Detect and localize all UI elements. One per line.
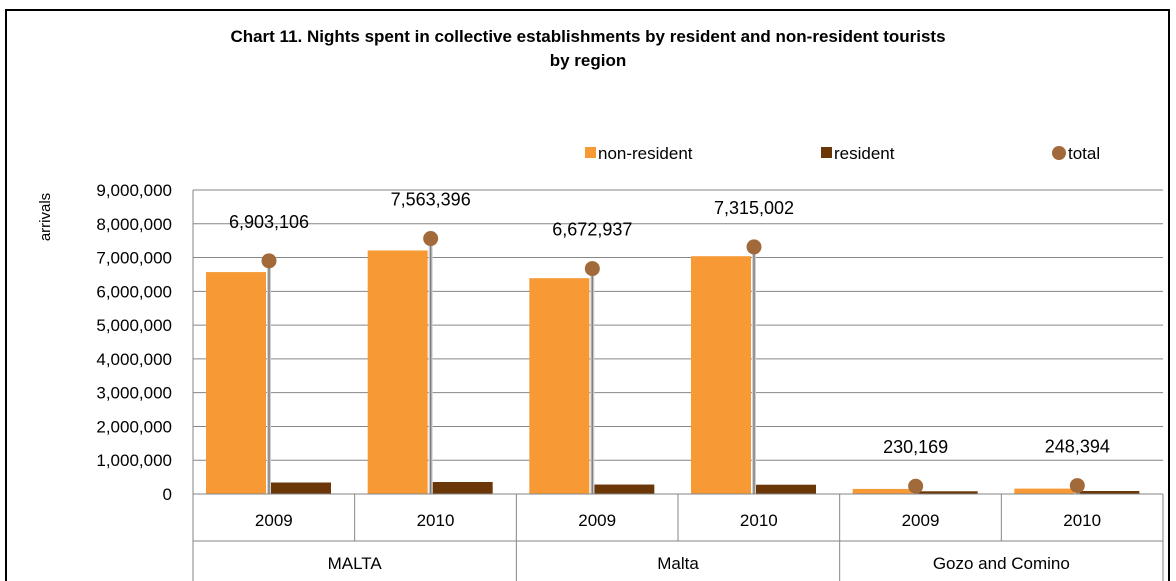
bar-non-resident	[1014, 488, 1075, 494]
gridlines	[193, 189, 1163, 461]
chart-title-line2: by region	[549, 51, 627, 70]
bar-resident	[917, 491, 978, 494]
y-axis: 0 1,000,000 2,000,000 3,000,000 4,000,000 5,0…	[37, 181, 194, 504]
x-tick-label: 2009	[255, 511, 293, 530]
bar-resident	[1079, 491, 1140, 494]
bar-non-resident	[852, 488, 913, 494]
total-markers: 6,903,106 7,563,396 6,672,937 7,315,002 230,…	[229, 190, 1110, 494]
total-data-label: 6,903,106	[229, 212, 309, 232]
legend-label-resident: resident	[834, 144, 895, 163]
bar-resident	[756, 484, 816, 494]
total-marker	[1069, 478, 1085, 494]
x-tick-label: 2010	[740, 511, 778, 530]
chart-title-line1: Chart 11. Nights spent in collective est…	[230, 27, 946, 46]
bars	[206, 250, 1140, 494]
total-data-label: 7,563,396	[391, 190, 471, 210]
bar-non-resident	[529, 278, 590, 494]
y-tick-label: 2,000,000	[96, 417, 172, 436]
y-tick-label: 0	[163, 485, 172, 504]
bar-resident	[594, 484, 655, 494]
legend-label-total: total	[1068, 144, 1100, 163]
y-axis-title: arrivals	[37, 193, 54, 241]
y-tick-label: 9,000,000	[96, 181, 172, 200]
total-marker	[261, 253, 277, 269]
x-axis: 2009 2010 2009 2010 2009 2010 MALTA Malta Gozo a…	[192, 493, 1164, 581]
group-label: Gozo and Comino	[933, 554, 1070, 573]
bar-non-resident	[691, 256, 751, 494]
total-marker	[908, 478, 924, 494]
x-tick-label: 2010	[417, 511, 455, 530]
bar-resident	[432, 482, 493, 494]
group-label: MALTA	[328, 554, 383, 573]
y-tick-label: 1,000,000	[96, 451, 172, 470]
x-tick-label: 2009	[902, 511, 940, 530]
y-tick-label: 3,000,000	[96, 384, 172, 403]
legend-swatch-resident	[821, 147, 832, 158]
y-tick-label: 5,000,000	[96, 316, 172, 335]
legend-swatch-non-resident	[585, 147, 596, 158]
legend: non-resident resident total	[585, 144, 1100, 163]
x-tick-label: 2010	[1063, 511, 1101, 530]
total-data-label: 230,169	[883, 437, 948, 457]
legend-swatch-total	[1052, 146, 1066, 160]
bar-non-resident	[367, 250, 428, 494]
bar-non-resident	[206, 272, 266, 494]
y-tick-label: 7,000,000	[96, 249, 172, 268]
total-marker	[423, 231, 439, 247]
bar-resident	[271, 482, 331, 494]
legend-label-non-resident: non-resident	[598, 144, 693, 163]
total-data-label: 248,394	[1045, 437, 1110, 457]
total-marker	[584, 261, 600, 277]
group-label: Malta	[657, 554, 699, 573]
total-data-label: 7,315,002	[714, 198, 794, 218]
y-tick-label: 8,000,000	[96, 215, 172, 234]
chart-title: Chart 11. Nights spent in collective est…	[0, 25, 1176, 73]
x-tick-label: 2009	[578, 511, 616, 530]
y-tick-label: 6,000,000	[96, 282, 172, 301]
total-data-label: 6,672,937	[552, 220, 632, 240]
y-tick-label: 4,000,000	[96, 350, 172, 369]
total-marker	[746, 239, 762, 255]
